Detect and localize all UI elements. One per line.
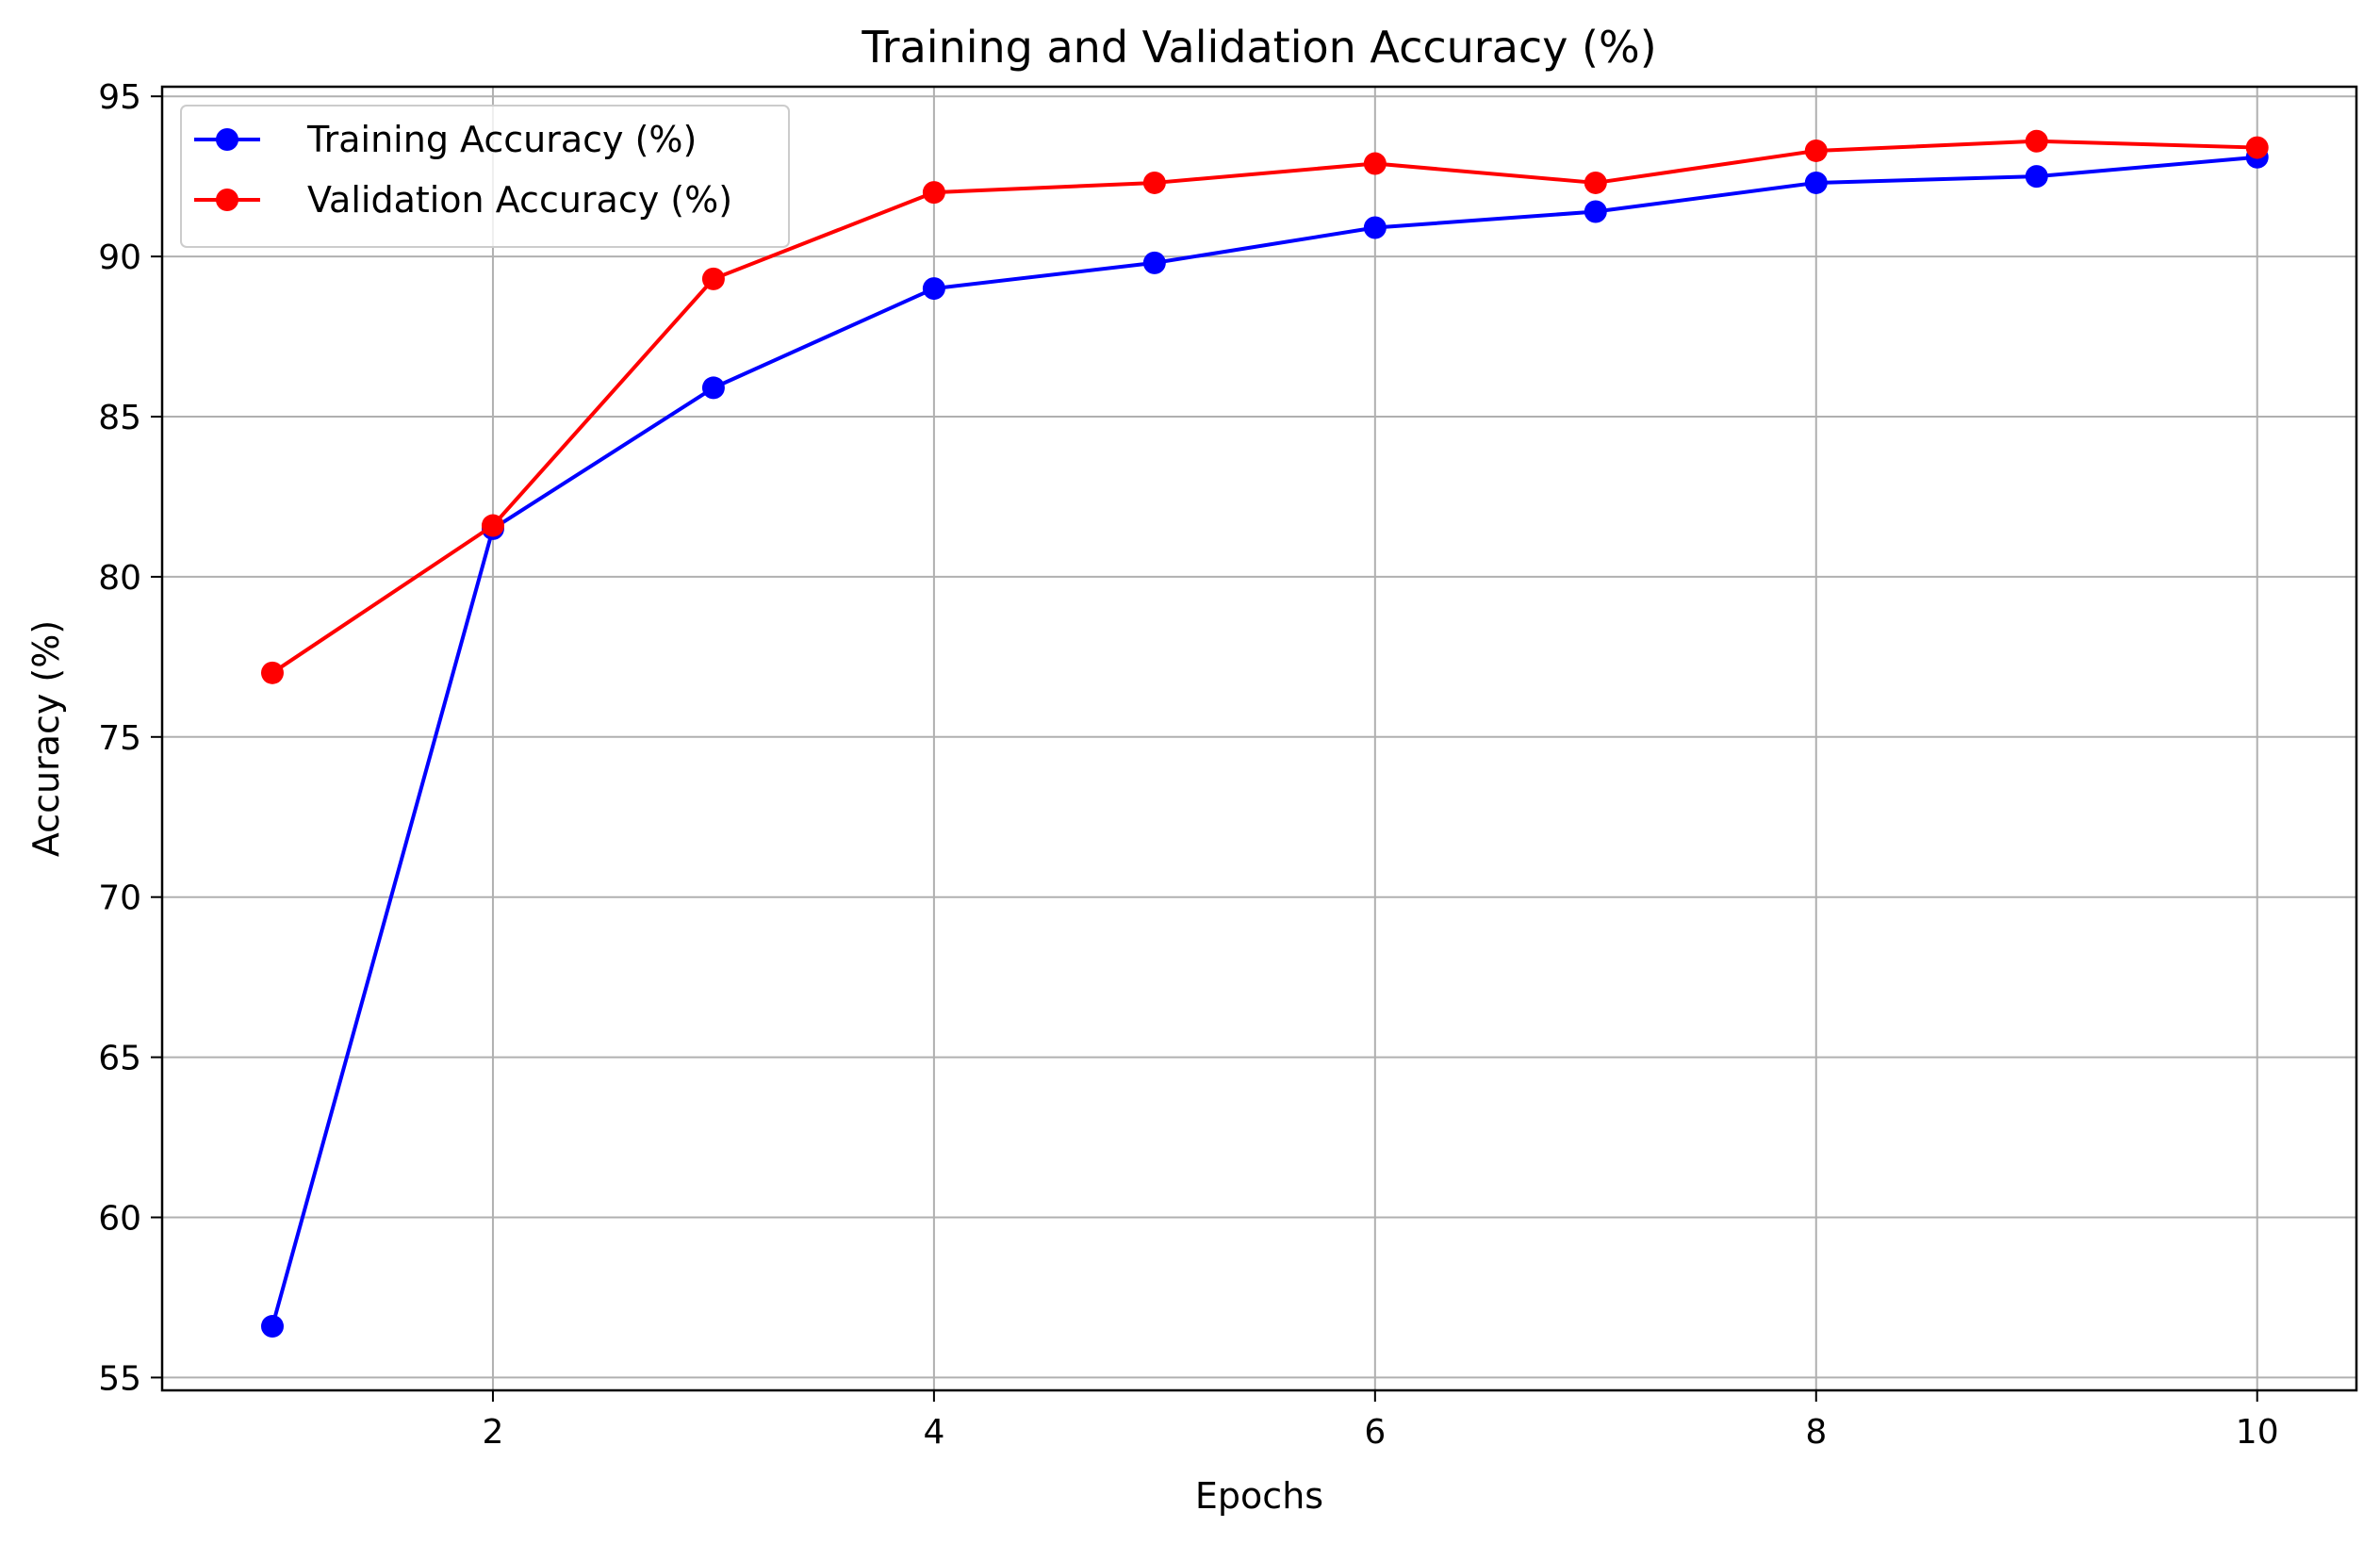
- x-axis-label: Epochs: [1195, 1475, 1323, 1517]
- data-point: [1804, 171, 1828, 194]
- y-tick-label: 95: [98, 78, 141, 117]
- y-tick-label: 85: [98, 399, 141, 437]
- data-point: [2025, 165, 2048, 189]
- x-tick-label: 2: [483, 1413, 504, 1452]
- legend-item: Validation Accuracy (%): [194, 179, 732, 221]
- series: [260, 129, 2269, 1339]
- y-tick-label: 80: [98, 559, 141, 598]
- data-point: [701, 376, 725, 400]
- data-point: [260, 1315, 284, 1339]
- legend-marker: [216, 189, 238, 211]
- y-tick-label: 75: [98, 719, 141, 758]
- data-point: [1142, 171, 1166, 194]
- series-line: [271, 155, 2257, 1327]
- x-tick-label: 10: [2236, 1413, 2279, 1452]
- data-point: [260, 661, 284, 684]
- x-tick-label: 4: [923, 1413, 944, 1452]
- data-point: [1142, 251, 1166, 274]
- data-point: [481, 514, 504, 537]
- data-point: [701, 267, 725, 290]
- x-tick-label: 8: [1805, 1413, 1827, 1452]
- data-point: [922, 181, 945, 205]
- data-point: [1363, 152, 1387, 175]
- data-point: [1363, 216, 1387, 239]
- legend-marker: [216, 128, 238, 151]
- y-tick-label: 55: [98, 1359, 141, 1398]
- legend-box: [180, 105, 790, 248]
- series-1: [260, 145, 2269, 1339]
- grid: [162, 87, 2356, 1390]
- data-point: [1584, 200, 1607, 223]
- y-tick-label: 90: [98, 238, 141, 277]
- y-axis-label: Accuracy (%): [25, 620, 67, 857]
- y-tick-label: 65: [98, 1040, 141, 1078]
- data-point: [922, 277, 945, 301]
- legend-label: Validation Accuracy (%): [307, 179, 732, 221]
- series-2: [260, 129, 2269, 684]
- series-line: [271, 139, 2257, 675]
- legend: Training Accuracy (%) Validation Accuracy…: [180, 105, 790, 248]
- legend-item: Training Accuracy (%): [194, 119, 697, 160]
- ticks: 2 4 6 8 10 55 60 65 70 75 80 85 90 95: [98, 78, 2278, 1452]
- y-tick-label: 60: [98, 1200, 141, 1239]
- x-tick-label: 6: [1364, 1413, 1386, 1452]
- plot-frame: [160, 85, 2358, 1392]
- legend-label: Training Accuracy (%): [306, 119, 697, 160]
- chart-title: Training and Validation Accuracy (%): [861, 22, 1656, 73]
- data-point: [2025, 129, 2048, 153]
- y-tick-label: 70: [98, 879, 141, 918]
- data-point: [1804, 139, 1828, 162]
- data-point: [2245, 136, 2269, 159]
- data-point: [1584, 171, 1607, 194]
